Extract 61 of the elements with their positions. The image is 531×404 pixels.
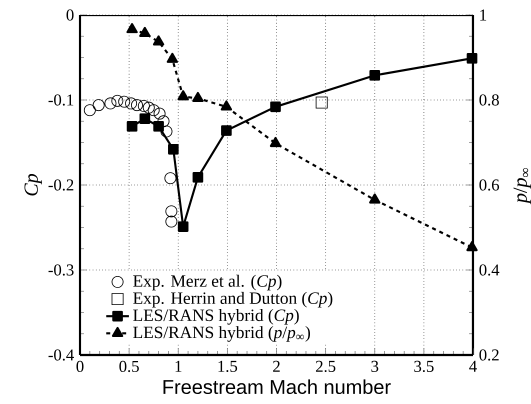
point [84, 104, 96, 116]
point [166, 52, 178, 63]
y2-tick-label: 0.6 [479, 179, 500, 191]
point [142, 102, 155, 114]
x-tick-label: 0 [76, 360, 84, 372]
point [158, 115, 170, 128]
point [164, 172, 176, 184]
x-tick-label: 1 [176, 360, 182, 372]
y-tick-label: -0.2 [48, 179, 74, 191]
point [165, 216, 178, 228]
point [118, 96, 130, 108]
y-tick-label: 0 [66, 9, 74, 21]
y2-tick-label: 0.4 [479, 264, 500, 276]
point [270, 101, 281, 112]
point [221, 125, 232, 136]
y-axis-title: Cp [24, 174, 42, 196]
point [369, 70, 380, 81]
x-tick-label: 3 [371, 360, 378, 372]
legend-label: LES/RANS hybrid (p/p$_{∞}$) [133, 326, 310, 342]
point [168, 144, 179, 155]
point [111, 94, 124, 107]
y2-tick-label: 1 [480, 10, 486, 20]
y-tick-label: -0.1 [48, 94, 74, 106]
point [178, 221, 188, 232]
legend-label: Exp. Herrin and Dutton (Cp) [133, 292, 332, 308]
x-tick-label: 2 [273, 360, 280, 372]
y-tick-label: -0.3 [48, 264, 74, 276]
x-tick-label: 4 [469, 360, 477, 372]
point [165, 205, 178, 218]
legend-label: LES/RANS hybrid (Cp) [133, 308, 299, 325]
x-axis-title: Freestream Mach number [164, 379, 391, 394]
x-tick-label: 1.5 [218, 360, 238, 372]
x-tick-label: 3.5 [414, 360, 434, 372]
y-tick-label: -0.4 [48, 349, 74, 361]
point [177, 90, 189, 100]
point [192, 92, 204, 102]
point [154, 108, 166, 120]
point [270, 136, 282, 148]
point [220, 100, 232, 111]
point [369, 194, 380, 204]
y2-tick-label: 0.2 [479, 349, 499, 361]
y2-axis-title: p/p$_{∞}$ [514, 168, 531, 204]
point [126, 23, 138, 34]
point [192, 172, 204, 183]
y2-tick-label: 0.8 [479, 94, 499, 106]
x-tick-label: 2.5 [316, 360, 336, 372]
point [140, 113, 150, 124]
point [126, 121, 138, 132]
point [125, 97, 138, 110]
point [466, 53, 478, 64]
point [160, 125, 172, 138]
point [316, 96, 328, 109]
point [131, 99, 143, 112]
point [104, 97, 116, 110]
point [152, 35, 164, 46]
legend-label: Exp. Merz et al. (Cp) [133, 274, 282, 290]
point [148, 104, 160, 116]
point [138, 100, 150, 112]
point [92, 99, 105, 112]
x-tick-label: 0.5 [119, 360, 139, 372]
point [139, 26, 151, 38]
